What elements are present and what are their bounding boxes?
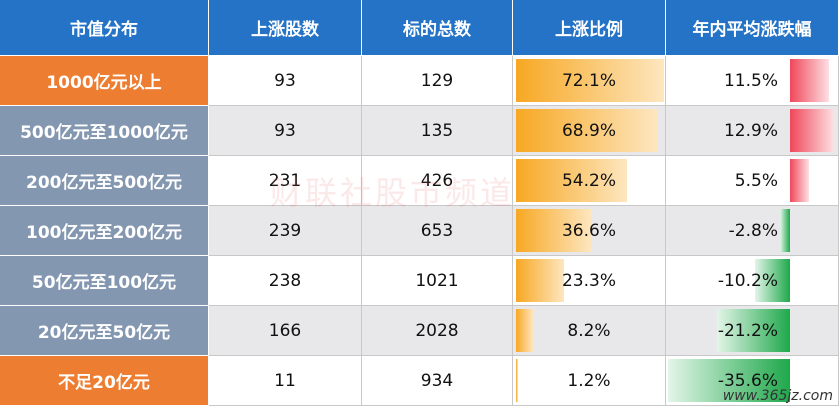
up-count: 238 (209, 256, 362, 306)
up-count: 231 (209, 156, 362, 206)
avg-bar (668, 359, 790, 402)
total-count: 2028 (362, 306, 513, 356)
ratio-cell: 68.9% (513, 106, 666, 156)
ratio-label: 23.3% (561, 270, 616, 291)
header-cell: 年内平均涨跌幅 (666, 0, 839, 56)
up-count: 11 (209, 356, 362, 406)
ratio-cell: 36.6% (513, 206, 666, 256)
ratio-bar (516, 259, 564, 302)
ratio-bar (516, 159, 628, 202)
total-count: 426 (362, 156, 513, 206)
up-count: 93 (209, 56, 362, 106)
ratio-label: 1.2% (567, 370, 611, 391)
header-cell: 上涨股数 (209, 0, 362, 56)
total-count: 653 (362, 206, 513, 256)
avg-cell: 12.9% (666, 106, 839, 156)
avg-cell: -2.8% (666, 206, 839, 256)
avg-cell: 5.5% (666, 156, 839, 206)
avg-cell: 11.5% (666, 56, 839, 106)
ratio-bar (516, 309, 533, 352)
avg-cell: -35.6% (666, 356, 839, 406)
avg-bar (717, 309, 790, 352)
row-label: 50亿元至100亿元 (0, 256, 209, 306)
avg-bar (790, 59, 830, 102)
ratio-label: 54.2% (561, 170, 616, 191)
ratio-bar (516, 109, 658, 152)
up-count: 166 (209, 306, 362, 356)
ratio-bar (516, 59, 664, 102)
ratio-label: 72.1% (561, 70, 616, 91)
avg-label: -2.8% (728, 220, 778, 241)
ratio-cell: 8.2% (513, 306, 666, 356)
avg-label: 12.9% (723, 120, 778, 141)
ratio-label: 8.2% (567, 320, 611, 341)
total-count: 135 (362, 106, 513, 156)
row-label: 200亿元至500亿元 (0, 156, 209, 206)
ratio-bar (516, 209, 592, 252)
ratio-cell: 72.1% (513, 56, 666, 106)
ratio-label: 36.6% (561, 220, 616, 241)
avg-label: 5.5% (734, 170, 778, 191)
avg-label: -10.2% (717, 270, 778, 291)
avg-label: -35.6% (717, 370, 778, 391)
ratio-cell: 23.3% (513, 256, 666, 306)
avg-bar (755, 259, 790, 302)
header-cell: 标的总数 (362, 0, 513, 56)
watermark: 财联社股市频道 (270, 174, 516, 212)
total-count: 129 (362, 56, 513, 106)
avg-bar (780, 209, 790, 252)
row-label: 500亿元至1000亿元 (0, 106, 209, 156)
header-cell: 上涨比例 (513, 0, 666, 56)
row-label: 20亿元至50亿元 (0, 306, 209, 356)
site-mark: www.365jz.com (722, 388, 833, 404)
avg-cell: -10.2% (666, 256, 839, 306)
ratio-cell: 54.2% (513, 156, 666, 206)
up-count: 239 (209, 206, 362, 256)
row-label: 1000亿元以上 (0, 56, 209, 106)
avg-bar (790, 159, 809, 202)
ratio-bar (516, 359, 519, 402)
header-cell: 市值分布 (0, 0, 209, 56)
total-count: 934 (362, 356, 513, 406)
ratio-cell: 1.2% (513, 356, 666, 406)
total-count: 1021 (362, 256, 513, 306)
ratio-label: 68.9% (561, 120, 616, 141)
row-label: 100亿元至200亿元 (0, 206, 209, 256)
avg-cell: -21.2% (666, 306, 839, 356)
row-label: 不足20亿元 (0, 356, 209, 406)
avg-label: 11.5% (723, 70, 778, 91)
avg-bar (790, 109, 835, 152)
avg-label: -21.2% (717, 320, 778, 341)
up-count: 93 (209, 106, 362, 156)
